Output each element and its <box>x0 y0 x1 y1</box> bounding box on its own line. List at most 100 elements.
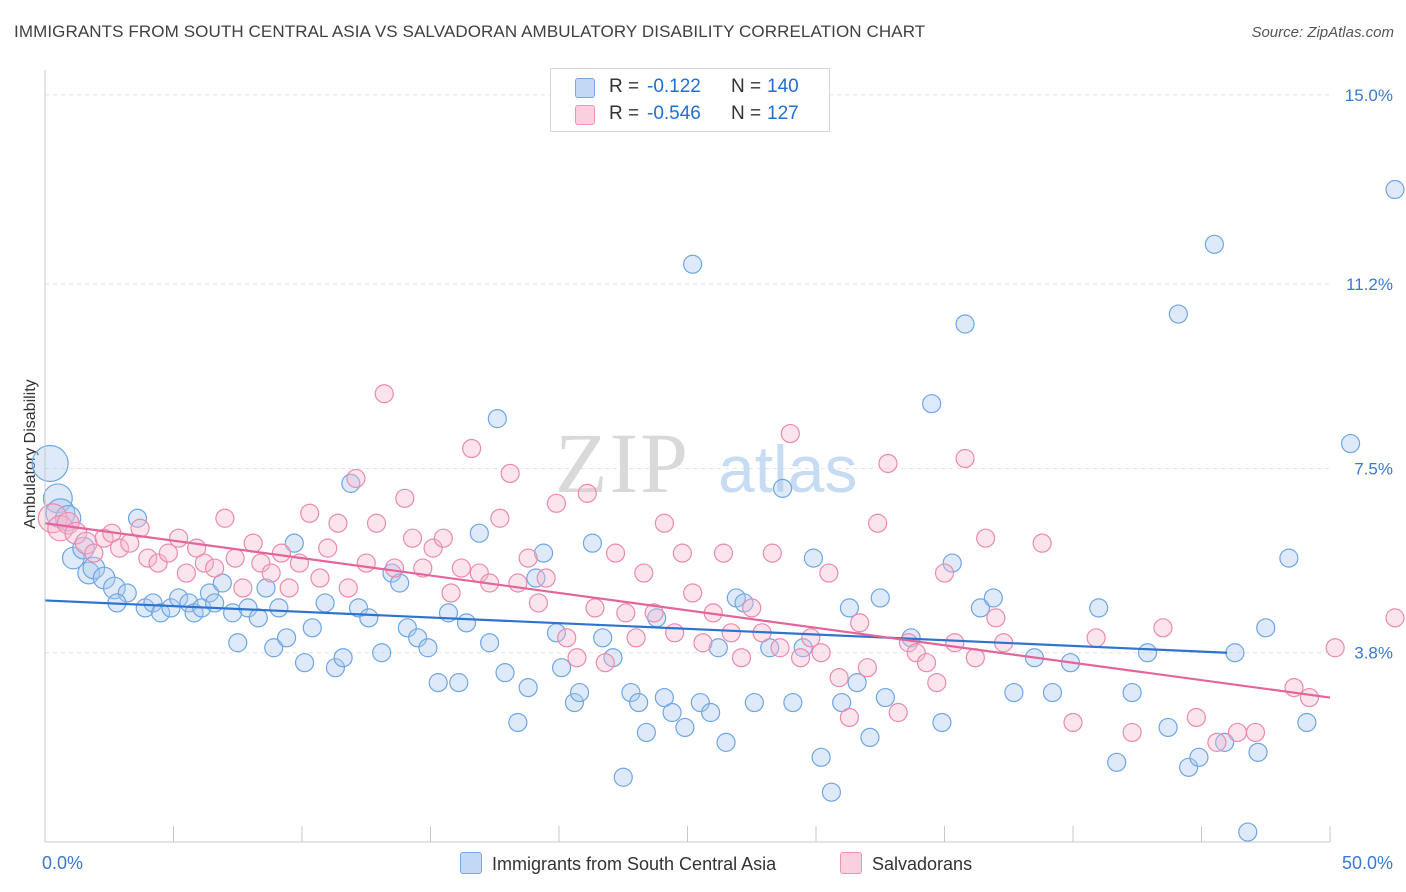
point-0-15 <box>151 603 171 623</box>
point-0-94 <box>875 687 895 708</box>
point-0-78 <box>716 732 736 752</box>
point-0-23 <box>212 573 232 593</box>
point-0-26 <box>238 598 258 618</box>
point-0-110 <box>1158 717 1178 738</box>
point-0-108 <box>1122 682 1142 703</box>
point-1-73 <box>731 648 752 668</box>
point-1-31 <box>328 513 348 533</box>
point-0-75 <box>690 692 710 713</box>
point-0-104 <box>1042 682 1063 703</box>
point-0-122 <box>1340 433 1361 454</box>
point-0-99 <box>955 314 975 334</box>
point-0-66 <box>613 767 633 787</box>
point-1-12 <box>148 553 168 573</box>
point-0-91 <box>847 673 867 693</box>
point-1-58 <box>585 598 605 618</box>
bottom-legend-salvadorans: Salvadorans <box>840 852 972 875</box>
point-0-55 <box>508 712 528 733</box>
point-1-65 <box>654 513 674 533</box>
point-1-112 <box>1325 638 1345 658</box>
point-1-14 <box>169 528 189 548</box>
point-1-21 <box>233 578 253 598</box>
point-0-47 <box>428 673 448 693</box>
point-1-55 <box>557 628 577 648</box>
point-0-27 <box>248 608 268 628</box>
point-0-29 <box>264 638 284 658</box>
point-1-105 <box>1153 618 1173 638</box>
point-1-60 <box>605 543 626 563</box>
trend-lines <box>44 522 1331 699</box>
point-0-93 <box>870 588 890 608</box>
y-tick-label-0: 3.8% <box>1354 644 1393 663</box>
point-1-26 <box>279 578 299 598</box>
point-0-63 <box>582 533 603 553</box>
point-0-37 <box>333 648 353 668</box>
point-1-93 <box>927 673 947 693</box>
point-1-23 <box>251 553 271 573</box>
point-0-44 <box>397 618 417 638</box>
point-1-17 <box>194 553 214 573</box>
point-1-8 <box>109 538 130 558</box>
point-1-104 <box>1122 722 1142 743</box>
point-1-38 <box>395 488 415 508</box>
legend-swatch-immigrants <box>575 78 595 98</box>
legend-n-value: 127 <box>767 103 799 124</box>
point-0-28 <box>256 578 276 598</box>
point-1-113 <box>1385 608 1405 628</box>
point-0-82 <box>760 638 780 658</box>
legend-r-label: R = <box>609 76 640 97</box>
point-0-97 <box>932 712 952 733</box>
point-1-85 <box>850 613 870 633</box>
point-0-45 <box>408 628 428 648</box>
point-1-74 <box>742 598 762 618</box>
legend-r-label: R = <box>609 103 640 124</box>
point-1-36 <box>374 384 394 404</box>
point-1-48 <box>490 508 510 528</box>
point-0-73 <box>675 717 695 738</box>
point-0-71 <box>654 687 674 708</box>
point-1-83 <box>829 668 849 688</box>
point-0-106 <box>1089 598 1109 618</box>
point-0-57 <box>526 568 546 588</box>
point-0-64 <box>593 628 613 648</box>
point-1-92 <box>916 653 937 673</box>
point-0-34 <box>302 618 322 638</box>
point-1-66 <box>665 623 685 643</box>
point-0-21 <box>199 583 220 603</box>
point-0-69 <box>636 722 656 743</box>
gridlines <box>45 94 1330 654</box>
point-1-69 <box>693 633 713 653</box>
point-0-36 <box>325 658 346 678</box>
point-0-111 <box>1168 304 1188 324</box>
point-1-111 <box>1299 687 1320 708</box>
legend-n-label: N = <box>731 103 762 124</box>
point-0-61 <box>564 692 585 713</box>
point-1-54 <box>546 493 567 513</box>
point-1-101 <box>1032 533 1052 553</box>
legend-swatch-salvadorans <box>575 105 595 125</box>
point-0-112 <box>1179 757 1199 777</box>
point-1-59 <box>595 653 615 673</box>
point-0-81 <box>744 692 764 713</box>
point-1-107 <box>1207 732 1227 752</box>
point-0-42 <box>382 563 402 583</box>
point-1-53 <box>536 568 556 588</box>
point-1-32 <box>338 578 358 598</box>
point-1-42 <box>433 528 453 548</box>
point-1-19 <box>215 508 235 528</box>
point-0-84 <box>783 692 803 713</box>
point-1-87 <box>868 513 888 533</box>
point-1-41 <box>423 538 443 558</box>
series-immigrants-points <box>31 179 1405 842</box>
point-0-49 <box>449 673 469 693</box>
point-0-115 <box>1215 732 1235 752</box>
point-1-108 <box>1227 722 1248 743</box>
point-0-101 <box>983 588 1003 608</box>
point-0-116 <box>1225 643 1245 663</box>
point-0-43 <box>390 573 410 593</box>
y-tick-label-1: 7.5% <box>1354 459 1393 478</box>
x-tick-label-1: 50.0% <box>1342 853 1393 873</box>
point-1-52 <box>528 593 549 613</box>
point-0-74 <box>683 254 703 274</box>
